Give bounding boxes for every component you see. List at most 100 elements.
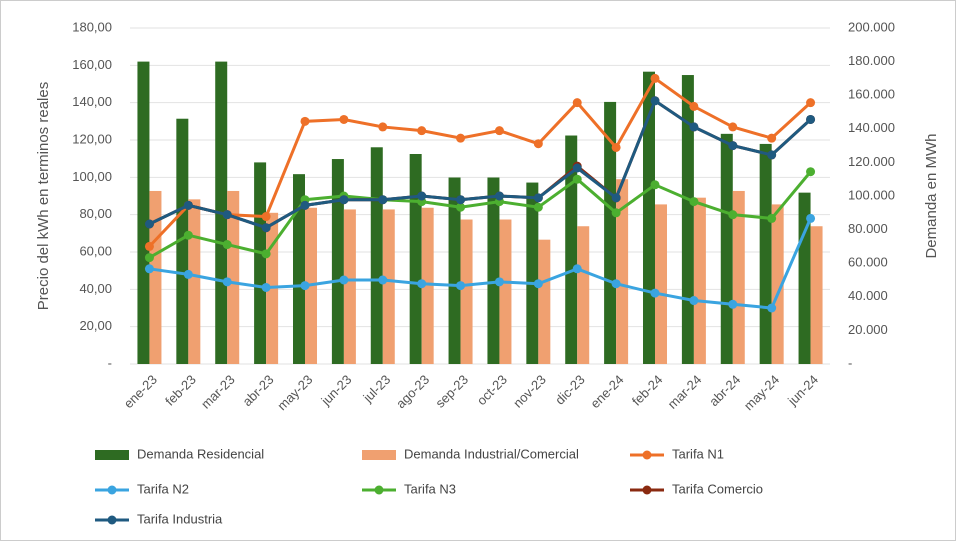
line-marker <box>650 96 660 106</box>
y2-tick-label: 100.000 <box>848 187 895 202</box>
y-tick-label: 120,00 <box>72 131 112 146</box>
bar <box>604 101 617 365</box>
line-marker <box>183 269 193 279</box>
bar <box>681 75 694 364</box>
y2-axis-title: Demanda en MWh <box>923 133 940 258</box>
legend-label: Tarifa N2 <box>137 481 189 496</box>
legend-label: Tarifa Comercio <box>672 481 763 496</box>
bar <box>343 209 356 364</box>
line-marker <box>494 191 504 201</box>
line-marker <box>339 275 349 285</box>
line-marker <box>378 195 388 205</box>
bar <box>370 147 383 364</box>
legend-swatch <box>95 450 129 460</box>
bar <box>655 204 667 364</box>
bar <box>421 207 434 364</box>
bar <box>499 219 512 364</box>
y2-tick-label: - <box>848 355 852 370</box>
legend-swatch <box>642 485 652 495</box>
bar <box>149 190 162 364</box>
bar <box>487 177 500 364</box>
bar <box>448 177 461 364</box>
bar <box>382 209 395 364</box>
bar <box>331 159 344 364</box>
line-marker <box>222 210 232 220</box>
line-marker <box>378 275 388 285</box>
line-marker <box>144 219 154 229</box>
bar <box>293 174 305 364</box>
y2-tick-label: 60.000 <box>848 255 888 270</box>
bar <box>526 182 539 364</box>
line-marker <box>767 303 777 313</box>
legend-swatch <box>107 485 117 495</box>
y2-tick-label: 180.000 <box>848 53 895 68</box>
line-marker <box>144 253 154 263</box>
line-marker <box>806 98 816 108</box>
y2-tick-label: 120.000 <box>848 154 895 169</box>
y-tick-label: 140,00 <box>72 94 112 109</box>
y2-tick-label: 20.000 <box>848 322 888 337</box>
legend-swatch <box>362 450 396 460</box>
line-marker <box>378 122 388 132</box>
legend-label: Demanda Residencial <box>137 446 264 461</box>
line-marker <box>533 279 543 289</box>
line-marker <box>728 210 738 220</box>
legend-label: Tarifa Industria <box>137 511 223 526</box>
legend-label: Tarifa N1 <box>672 446 724 461</box>
y-tick-label: 60,00 <box>79 243 112 258</box>
line-marker <box>417 191 427 201</box>
line <box>148 170 812 259</box>
bar <box>720 133 733 364</box>
y-tick-label: 80,00 <box>79 206 112 221</box>
line-marker <box>689 122 699 132</box>
line-marker <box>728 299 738 309</box>
line-marker <box>806 114 816 124</box>
line-marker <box>494 277 504 287</box>
y2-tick-label: 40.000 <box>848 288 888 303</box>
line-marker <box>572 264 582 274</box>
line-marker <box>728 141 738 151</box>
y-tick-label: - <box>108 355 112 370</box>
y-tick-label: 40,00 <box>79 281 112 296</box>
bar <box>810 226 823 364</box>
y2-tick-label: 200.000 <box>848 19 895 34</box>
line <box>149 217 812 310</box>
y-tick-label: 160,00 <box>72 57 112 72</box>
line-marker <box>767 213 777 223</box>
line-marker <box>300 200 310 210</box>
line-marker <box>456 195 466 205</box>
legend-label: Tarifa N3 <box>404 481 456 496</box>
line-marker <box>222 277 232 287</box>
line-marker <box>183 200 193 210</box>
line-marker <box>533 139 543 149</box>
line-marker <box>300 116 310 126</box>
line-marker <box>572 174 582 184</box>
bar <box>693 197 706 364</box>
line-marker <box>300 281 310 291</box>
legend-swatch <box>642 450 652 460</box>
bar <box>565 135 578 364</box>
line-marker <box>806 167 816 177</box>
y-axis-title: Precio del kWh en terminos reales <box>35 82 52 310</box>
y2-tick-label: 160.000 <box>848 87 895 102</box>
line-marker <box>572 98 582 108</box>
line-marker <box>261 223 271 233</box>
bar <box>188 199 201 364</box>
line-marker <box>261 212 271 222</box>
line-marker <box>767 133 777 143</box>
line-marker <box>767 150 777 160</box>
line-marker <box>533 193 543 203</box>
line-marker <box>261 282 271 292</box>
y-tick-label: 100,00 <box>72 169 112 184</box>
line-marker <box>144 264 154 274</box>
line-marker <box>261 249 271 259</box>
line-marker <box>144 241 154 251</box>
bar <box>227 190 240 364</box>
line-marker <box>494 126 504 136</box>
y-tick-label: 180,00 <box>72 19 112 34</box>
legend-swatch <box>374 485 384 495</box>
line <box>148 98 812 230</box>
line-marker <box>572 163 582 173</box>
line-marker <box>183 230 193 240</box>
